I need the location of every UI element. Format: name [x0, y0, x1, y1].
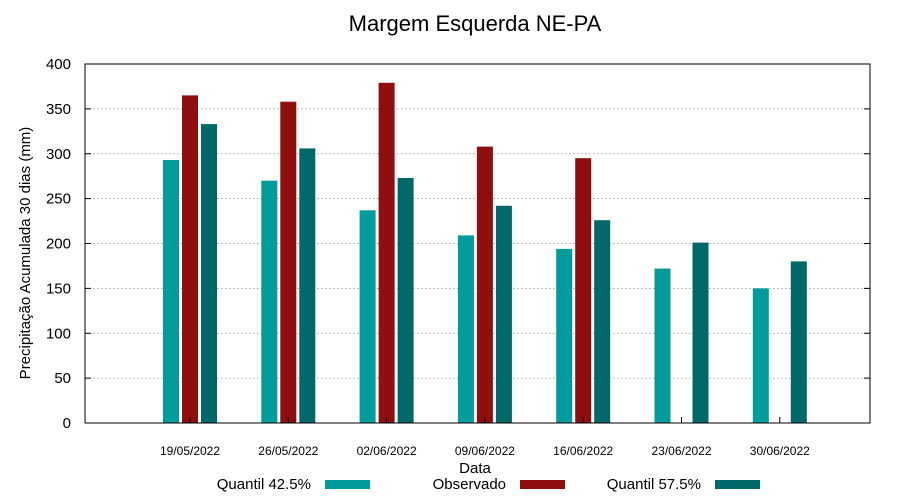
y-tick-label: 200: [46, 236, 71, 253]
y-tick-label: 100: [46, 325, 71, 342]
y-tick-label: 250: [46, 191, 71, 208]
bar-quantil-57-5: [397, 178, 414, 423]
x-tick-label: 02/06/2022: [357, 444, 417, 458]
bar-observado: [575, 158, 592, 423]
legend-label: Observado: [433, 476, 506, 493]
y-tick-label: 0: [63, 415, 71, 432]
bar-observado: [476, 146, 493, 423]
legend-label: Quantil 57.5%: [607, 476, 701, 493]
x-tick-label: 16/06/2022: [553, 444, 613, 458]
y-tick-label: 150: [46, 280, 71, 297]
legend: Quantil 42.5% Observado Quantil 57.5%: [217, 476, 760, 493]
x-tick-label: 30/06/2022: [750, 444, 810, 458]
x-axis-ticks: 19/05/2022 26/05/2022 02/06/2022 09/06/2022…: [160, 417, 810, 458]
bar-quantil-42-5: [654, 268, 671, 423]
chart-title: Margem Esquerda NE-PA: [349, 11, 602, 36]
plot-frame: [84, 63, 871, 424]
x-tick-label: 09/06/2022: [455, 444, 515, 458]
x-axis-label: Data: [459, 460, 491, 477]
bar-quantil-42-5: [457, 235, 474, 423]
bar-observado: [378, 82, 395, 424]
y-axis-ticks: 0 50 100 150 200 250 300 350 400: [46, 56, 870, 432]
y-tick-label: 300: [46, 146, 71, 163]
x-tick-label: 23/06/2022: [651, 444, 711, 458]
bar-quantil-57-5: [790, 261, 807, 423]
bar-quantil-57-5: [495, 205, 512, 423]
y-axis-label: Precipitação Acumulada 30 dias (mm): [17, 127, 34, 380]
x-tick-label: 19/05/2022: [160, 444, 220, 458]
bar-quantil-42-5: [163, 160, 179, 423]
legend-label: Quantil 42.5%: [217, 476, 311, 493]
bar-quantil-42-5: [359, 210, 376, 423]
legend-swatch: [520, 480, 565, 489]
y-tick-label: 350: [46, 101, 71, 118]
bar-quantil-57-5: [692, 242, 709, 423]
bar-quantil-57-5: [594, 220, 611, 423]
y-tick-label: 50: [54, 370, 71, 387]
bar-quantil-42-5: [261, 180, 278, 423]
y-tick-label: 400: [46, 56, 71, 73]
x-tick-label: 26/05/2022: [258, 444, 318, 458]
bars: [163, 82, 807, 424]
bar-quantil-57-5: [201, 124, 217, 423]
legend-swatch: [325, 480, 370, 489]
bar-observado: [182, 95, 198, 424]
bar-quantil-42-5: [752, 288, 769, 423]
bar-quantil-57-5: [299, 148, 316, 423]
bar-quantil-42-5: [556, 248, 573, 423]
bar-observado: [280, 101, 297, 423]
legend-swatch: [715, 480, 760, 489]
